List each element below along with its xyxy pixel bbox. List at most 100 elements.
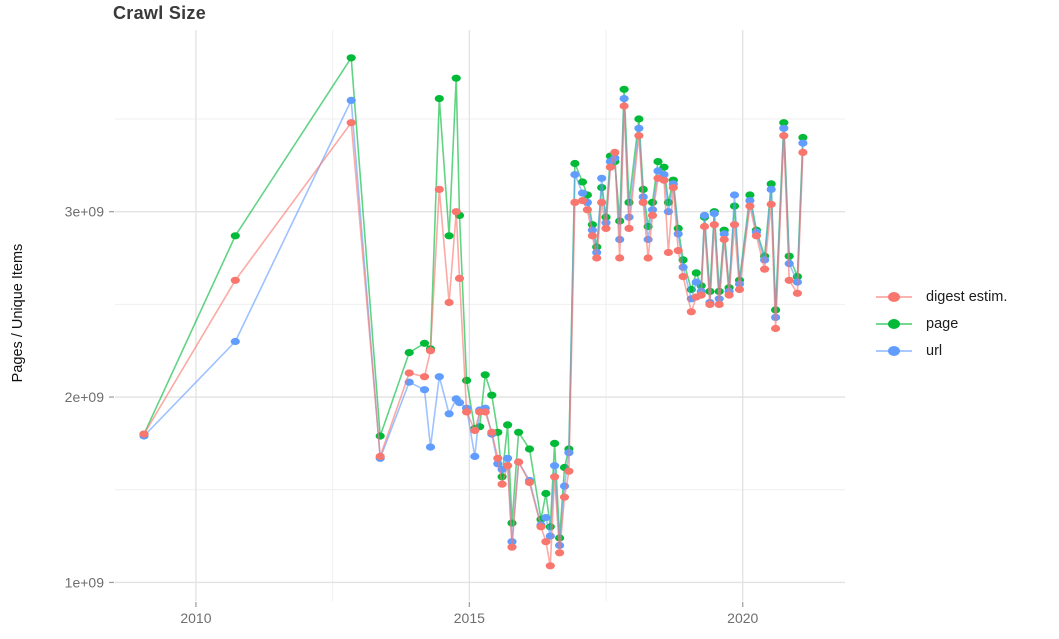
data-point bbox=[514, 428, 524, 436]
data-point bbox=[668, 184, 678, 192]
data-point bbox=[624, 224, 634, 232]
data-point bbox=[524, 478, 535, 486]
data-point bbox=[451, 208, 461, 216]
legend-key-page bbox=[876, 315, 912, 333]
data-point bbox=[724, 291, 734, 299]
data-point bbox=[673, 247, 683, 255]
data-point bbox=[610, 148, 620, 156]
data-point bbox=[634, 124, 644, 132]
data-point bbox=[570, 159, 580, 168]
data-point bbox=[705, 300, 715, 308]
data-point bbox=[779, 132, 789, 140]
major-gridlines bbox=[115, 30, 845, 601]
data-point bbox=[709, 221, 719, 229]
y-tick-label-2e+09: 2e+09 bbox=[65, 389, 105, 405]
data-point bbox=[559, 493, 570, 501]
legend-item-page: page bbox=[876, 315, 1007, 333]
data-point bbox=[524, 445, 535, 453]
data-point bbox=[634, 115, 644, 123]
data-point bbox=[487, 428, 497, 436]
legend-item-url: url bbox=[876, 342, 1007, 360]
data-point bbox=[678, 273, 688, 281]
data-point bbox=[507, 519, 517, 527]
data-point bbox=[503, 462, 513, 470]
data-point bbox=[545, 562, 555, 570]
legend-label-page: page bbox=[926, 316, 959, 332]
data-point bbox=[798, 139, 808, 147]
data-point bbox=[346, 96, 356, 104]
data-point bbox=[541, 514, 551, 522]
data-point bbox=[470, 452, 480, 460]
chart-title: Crawl Size bbox=[113, 3, 207, 23]
data-point bbox=[444, 298, 454, 307]
legend-point-icon bbox=[888, 319, 900, 329]
legend-label-url: url bbox=[926, 343, 943, 359]
data-point bbox=[745, 191, 755, 199]
data-point bbox=[597, 198, 607, 206]
data-point bbox=[434, 185, 444, 193]
data-point bbox=[729, 191, 740, 199]
data-point bbox=[577, 178, 588, 186]
data-point bbox=[497, 480, 507, 488]
data-point bbox=[570, 171, 580, 179]
series-page bbox=[139, 54, 808, 542]
data-point bbox=[375, 432, 385, 440]
data-point bbox=[462, 376, 472, 384]
data-point bbox=[503, 454, 513, 462]
data-point bbox=[587, 226, 598, 234]
data-point bbox=[541, 489, 551, 498]
minor-gridlines bbox=[115, 30, 845, 601]
data-point bbox=[643, 235, 653, 244]
axis-labels: 1e+09 2e+09 3e+09 2010 2015 2020 bbox=[65, 204, 759, 626]
data-point bbox=[663, 248, 674, 257]
data-point bbox=[454, 399, 465, 407]
data-point bbox=[419, 373, 430, 381]
data-point bbox=[766, 180, 776, 188]
data-point bbox=[577, 189, 588, 197]
data-point bbox=[480, 371, 490, 379]
data-point bbox=[760, 265, 770, 273]
data-point bbox=[592, 254, 602, 262]
data-point bbox=[714, 300, 724, 308]
legend-key-digest bbox=[876, 288, 912, 306]
data-point bbox=[564, 467, 574, 475]
legend-point-icon bbox=[888, 292, 900, 302]
data-point bbox=[653, 158, 663, 166]
data-point bbox=[709, 209, 719, 218]
data-point bbox=[444, 232, 454, 240]
data-point bbox=[734, 285, 745, 294]
data-point bbox=[425, 347, 436, 355]
data-point bbox=[691, 278, 701, 286]
legend: digest estim. page url bbox=[876, 288, 1007, 360]
data-point bbox=[541, 538, 551, 546]
data-point bbox=[577, 197, 588, 205]
data-point bbox=[346, 119, 356, 127]
data-point bbox=[719, 230, 729, 238]
data-point bbox=[419, 339, 430, 347]
data-point bbox=[493, 454, 503, 462]
data-point bbox=[582, 206, 593, 214]
data-point bbox=[597, 174, 607, 182]
data-point bbox=[659, 176, 669, 184]
legend-label-digest: digest estim. bbox=[926, 289, 1008, 305]
legend-point-icon bbox=[888, 346, 900, 356]
data-point bbox=[792, 289, 803, 297]
y-tick-label-3e+09: 3e+09 bbox=[65, 204, 105, 220]
data-point bbox=[678, 263, 688, 271]
data-point bbox=[550, 462, 560, 470]
legend-key-url bbox=[876, 342, 912, 360]
data-point bbox=[745, 197, 755, 205]
data-point bbox=[346, 54, 356, 62]
data-point bbox=[507, 543, 517, 551]
data-point bbox=[434, 95, 444, 103]
data-point bbox=[605, 163, 616, 171]
data-point bbox=[434, 373, 444, 381]
data-point bbox=[514, 458, 524, 466]
data-point bbox=[493, 460, 503, 468]
x-tick-label-2010: 2010 bbox=[180, 610, 211, 626]
x-tick-label-2015: 2015 bbox=[454, 610, 485, 626]
data-point bbox=[699, 222, 710, 231]
data-point bbox=[771, 324, 781, 333]
